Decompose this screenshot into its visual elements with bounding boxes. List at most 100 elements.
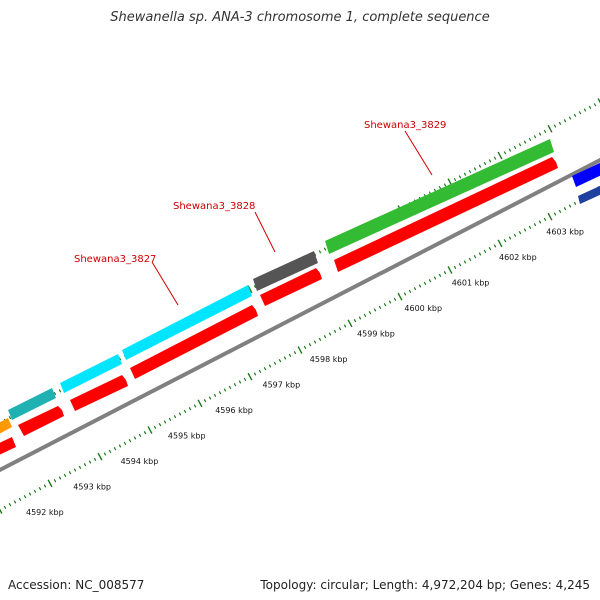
inner-tick [78, 465, 82, 469]
chromosome-backbone [0, 157, 600, 473]
outer-tick [483, 161, 487, 166]
outer-tick [8, 416, 12, 420]
outer-tick [538, 132, 542, 136]
inner-tick [103, 452, 107, 456]
inner-tick [273, 361, 277, 365]
cds-arrow-1[interactable] [0, 437, 16, 455]
inner-tick [558, 209, 562, 213]
outer-tick [438, 185, 442, 190]
inner-tick [368, 311, 372, 315]
inner-tick [493, 244, 497, 248]
inner-tick [497, 239, 503, 248]
inner-tick [38, 487, 42, 491]
inner-tick [58, 476, 62, 480]
inner-tick [118, 444, 122, 448]
inner-tick [297, 346, 303, 354]
inner-tick [83, 463, 87, 467]
inner-tick [168, 417, 172, 421]
inner-tick [228, 385, 232, 389]
scale-label: 4599 kbp [357, 330, 395, 339]
inner-tick [438, 273, 442, 277]
inner-tick [483, 249, 487, 253]
inner-tick [393, 297, 397, 301]
gene-bar-shewana3-3827[interactable] [122, 285, 252, 360]
outer-tick [513, 145, 517, 150]
outer-tick [573, 113, 577, 117]
inner-tick [158, 423, 162, 427]
outer-tick [597, 98, 600, 104]
cds-arrow-4[interactable] [130, 305, 258, 379]
inner-tick [423, 281, 427, 285]
inner-tick [253, 372, 257, 376]
outer-tick [323, 247, 327, 251]
outer-tick [523, 140, 527, 144]
inner-tick [533, 223, 537, 227]
gene-bar-orange[interactable] [0, 418, 12, 434]
inner-tick [53, 479, 57, 483]
inner-tick [413, 287, 417, 291]
outer-tick [508, 148, 512, 152]
outer-tick [528, 137, 532, 142]
summary-label: Topology: circular; Length: 4,972,204 bp… [260, 578, 590, 592]
inner-tick [443, 271, 447, 275]
inner-tick [13, 500, 17, 504]
gene-bar-blue-1[interactable] [572, 162, 600, 187]
inner-tick [188, 407, 192, 411]
gene-bar-shewana3-3829[interactable] [325, 139, 554, 254]
gene-bar-teal[interactable] [8, 388, 56, 420]
outer-tick [453, 177, 457, 182]
inner-tick [353, 319, 357, 323]
inner-tick [233, 383, 237, 387]
outer-tick [488, 159, 492, 163]
outer-tick [593, 103, 597, 107]
gene-label-shewana3-3829: Shewana3_3829 [364, 120, 446, 131]
outer-tick [473, 167, 477, 171]
inner-tick [468, 257, 472, 261]
inner-tick [503, 239, 507, 243]
map-title: Shewanella sp. ANA-3 chromosome 1, compl… [110, 10, 490, 25]
scale-labels: 4592 kbp 4593 kbp 4594 kbp 4595 kbp 4596 kbp… [26, 228, 584, 518]
outer-tick [563, 119, 567, 123]
gene-bar-cyan-small[interactable] [60, 354, 122, 393]
inner-tick [278, 359, 282, 363]
gene-label-shewana3-3828: Shewana3_3828 [173, 201, 255, 212]
leader-line-3828 [254, 211, 276, 253]
cds-arrow-6[interactable] [334, 157, 558, 272]
inner-tick [318, 337, 322, 341]
inner-tick [333, 329, 337, 333]
inner-tick [143, 431, 147, 435]
inner-tick [553, 212, 557, 216]
inner-tick [123, 441, 127, 445]
inner-tick [223, 388, 227, 392]
cds-arrow-5[interactable] [260, 268, 322, 306]
outer-tick [588, 105, 592, 109]
inner-tick [573, 201, 577, 205]
inner-tick [258, 369, 262, 373]
inner-tick [197, 399, 203, 408]
inner-tick [328, 332, 332, 336]
inner-tick [113, 447, 117, 451]
inner-tick [463, 260, 467, 264]
outer-tick [443, 183, 447, 187]
scale-label: 4596 kbp [215, 406, 253, 415]
inner-tick [433, 276, 437, 280]
gene-label-shewana3-3827: Shewana3_3827 [74, 254, 156, 265]
inner-tick [183, 409, 187, 413]
inner-tick [447, 266, 453, 274]
inner-tick [508, 236, 512, 240]
inner-tick [8, 503, 12, 507]
inner-tick [428, 279, 432, 283]
inner-tick [288, 353, 292, 357]
gene-bar-shewana3-3828[interactable] [253, 251, 318, 291]
inner-tick [128, 439, 132, 443]
accession-label: Accession: NC_008577 [8, 578, 145, 592]
inner-tick [378, 305, 382, 309]
outer-tick [463, 172, 467, 176]
outer-tick [518, 143, 522, 147]
gene-bar-blue-2[interactable] [578, 185, 600, 204]
outer-tick [247, 285, 253, 294]
inner-tick [203, 399, 207, 403]
cds-arrow-2[interactable] [18, 406, 64, 436]
cds-arrow-3[interactable] [70, 375, 128, 411]
